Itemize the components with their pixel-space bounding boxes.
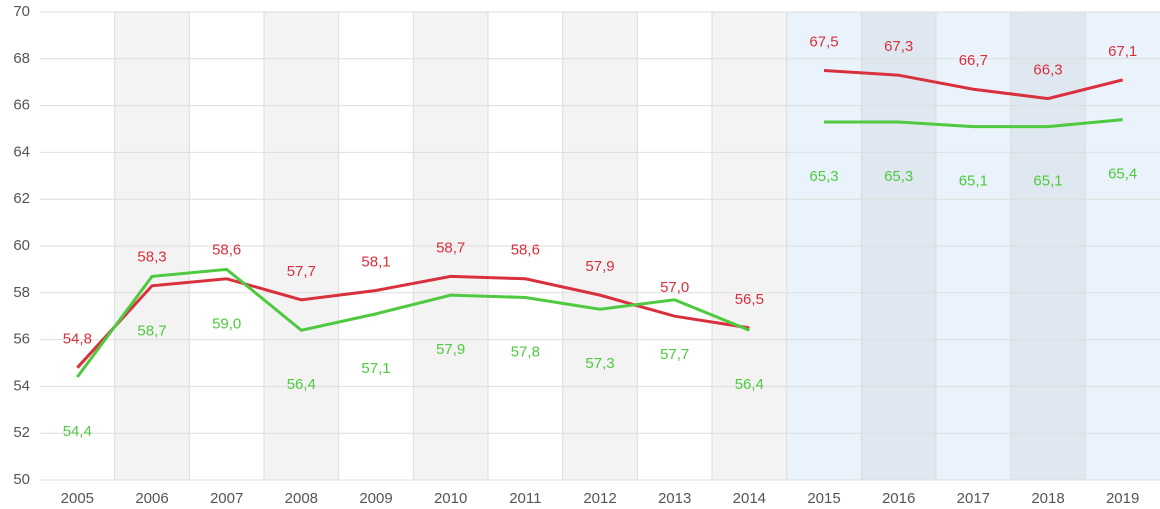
data-label: 58,1 bbox=[361, 253, 390, 270]
data-label: 56,5 bbox=[735, 291, 764, 308]
data-label: 58,6 bbox=[212, 242, 241, 259]
data-label: 65,1 bbox=[1033, 173, 1062, 190]
data-label: 56,4 bbox=[735, 376, 764, 393]
data-label: 65,1 bbox=[959, 173, 988, 190]
data-label: 58,3 bbox=[137, 249, 166, 266]
y-tick-label: 66 bbox=[13, 97, 30, 114]
data-label: 65,3 bbox=[884, 168, 913, 185]
data-label: 57,9 bbox=[585, 258, 614, 275]
data-label: 67,1 bbox=[1108, 43, 1137, 60]
y-tick-label: 52 bbox=[13, 424, 30, 441]
y-tick-label: 54 bbox=[13, 377, 30, 394]
y-tick-label: 64 bbox=[13, 143, 30, 160]
y-tick-label: 58 bbox=[13, 284, 30, 301]
data-label: 66,3 bbox=[1033, 62, 1062, 79]
series-line bbox=[76, 267, 750, 378]
data-label: 57,7 bbox=[660, 346, 689, 363]
x-tick-label: 2008 bbox=[285, 490, 318, 507]
data-label: 57,8 bbox=[511, 343, 540, 360]
x-tick-label: 2007 bbox=[210, 490, 243, 507]
data-label: 57,0 bbox=[660, 279, 689, 296]
x-tick-label: 2016 bbox=[882, 490, 915, 507]
y-tick-label: 62 bbox=[13, 190, 30, 207]
data-label: 65,4 bbox=[1108, 166, 1137, 183]
x-tick-label: 2019 bbox=[1106, 490, 1139, 507]
data-label: 57,3 bbox=[585, 355, 614, 372]
data-label: 54,4 bbox=[63, 423, 92, 440]
data-label: 58,7 bbox=[436, 239, 465, 256]
series-line bbox=[823, 69, 1124, 101]
x-tick-label: 2009 bbox=[359, 490, 392, 507]
data-label: 66,7 bbox=[959, 52, 988, 69]
data-label: 67,3 bbox=[884, 38, 913, 55]
y-tick-label: 70 bbox=[13, 3, 30, 20]
data-label: 57,1 bbox=[361, 360, 390, 377]
x-tick-label: 2013 bbox=[658, 490, 691, 507]
y-tick-label: 60 bbox=[13, 237, 30, 254]
data-label: 58,7 bbox=[137, 322, 166, 339]
y-tick-label: 50 bbox=[13, 471, 30, 488]
x-tick-label: 2011 bbox=[509, 490, 541, 507]
x-tick-label: 2012 bbox=[583, 490, 616, 507]
x-tick-label: 2018 bbox=[1031, 490, 1064, 507]
y-tick-label: 68 bbox=[13, 50, 30, 67]
series-line bbox=[824, 118, 1123, 129]
x-tick-label: 2017 bbox=[957, 490, 990, 507]
data-label: 56,4 bbox=[287, 376, 316, 393]
data-label: 65,3 bbox=[809, 168, 838, 185]
data-label: 57,9 bbox=[436, 341, 465, 358]
x-tick-label: 2005 bbox=[61, 490, 94, 507]
y-tick-label: 56 bbox=[13, 331, 30, 348]
data-label: 58,6 bbox=[511, 242, 540, 259]
x-tick-label: 2010 bbox=[434, 490, 467, 507]
x-tick-label: 2014 bbox=[733, 490, 766, 507]
data-label: 57,7 bbox=[287, 263, 316, 280]
x-tick-label: 2006 bbox=[135, 490, 168, 507]
data-label: 54,8 bbox=[63, 331, 92, 348]
data-label: 59,0 bbox=[212, 315, 241, 332]
x-tick-label: 2015 bbox=[807, 490, 840, 507]
data-label: 67,5 bbox=[809, 33, 838, 50]
